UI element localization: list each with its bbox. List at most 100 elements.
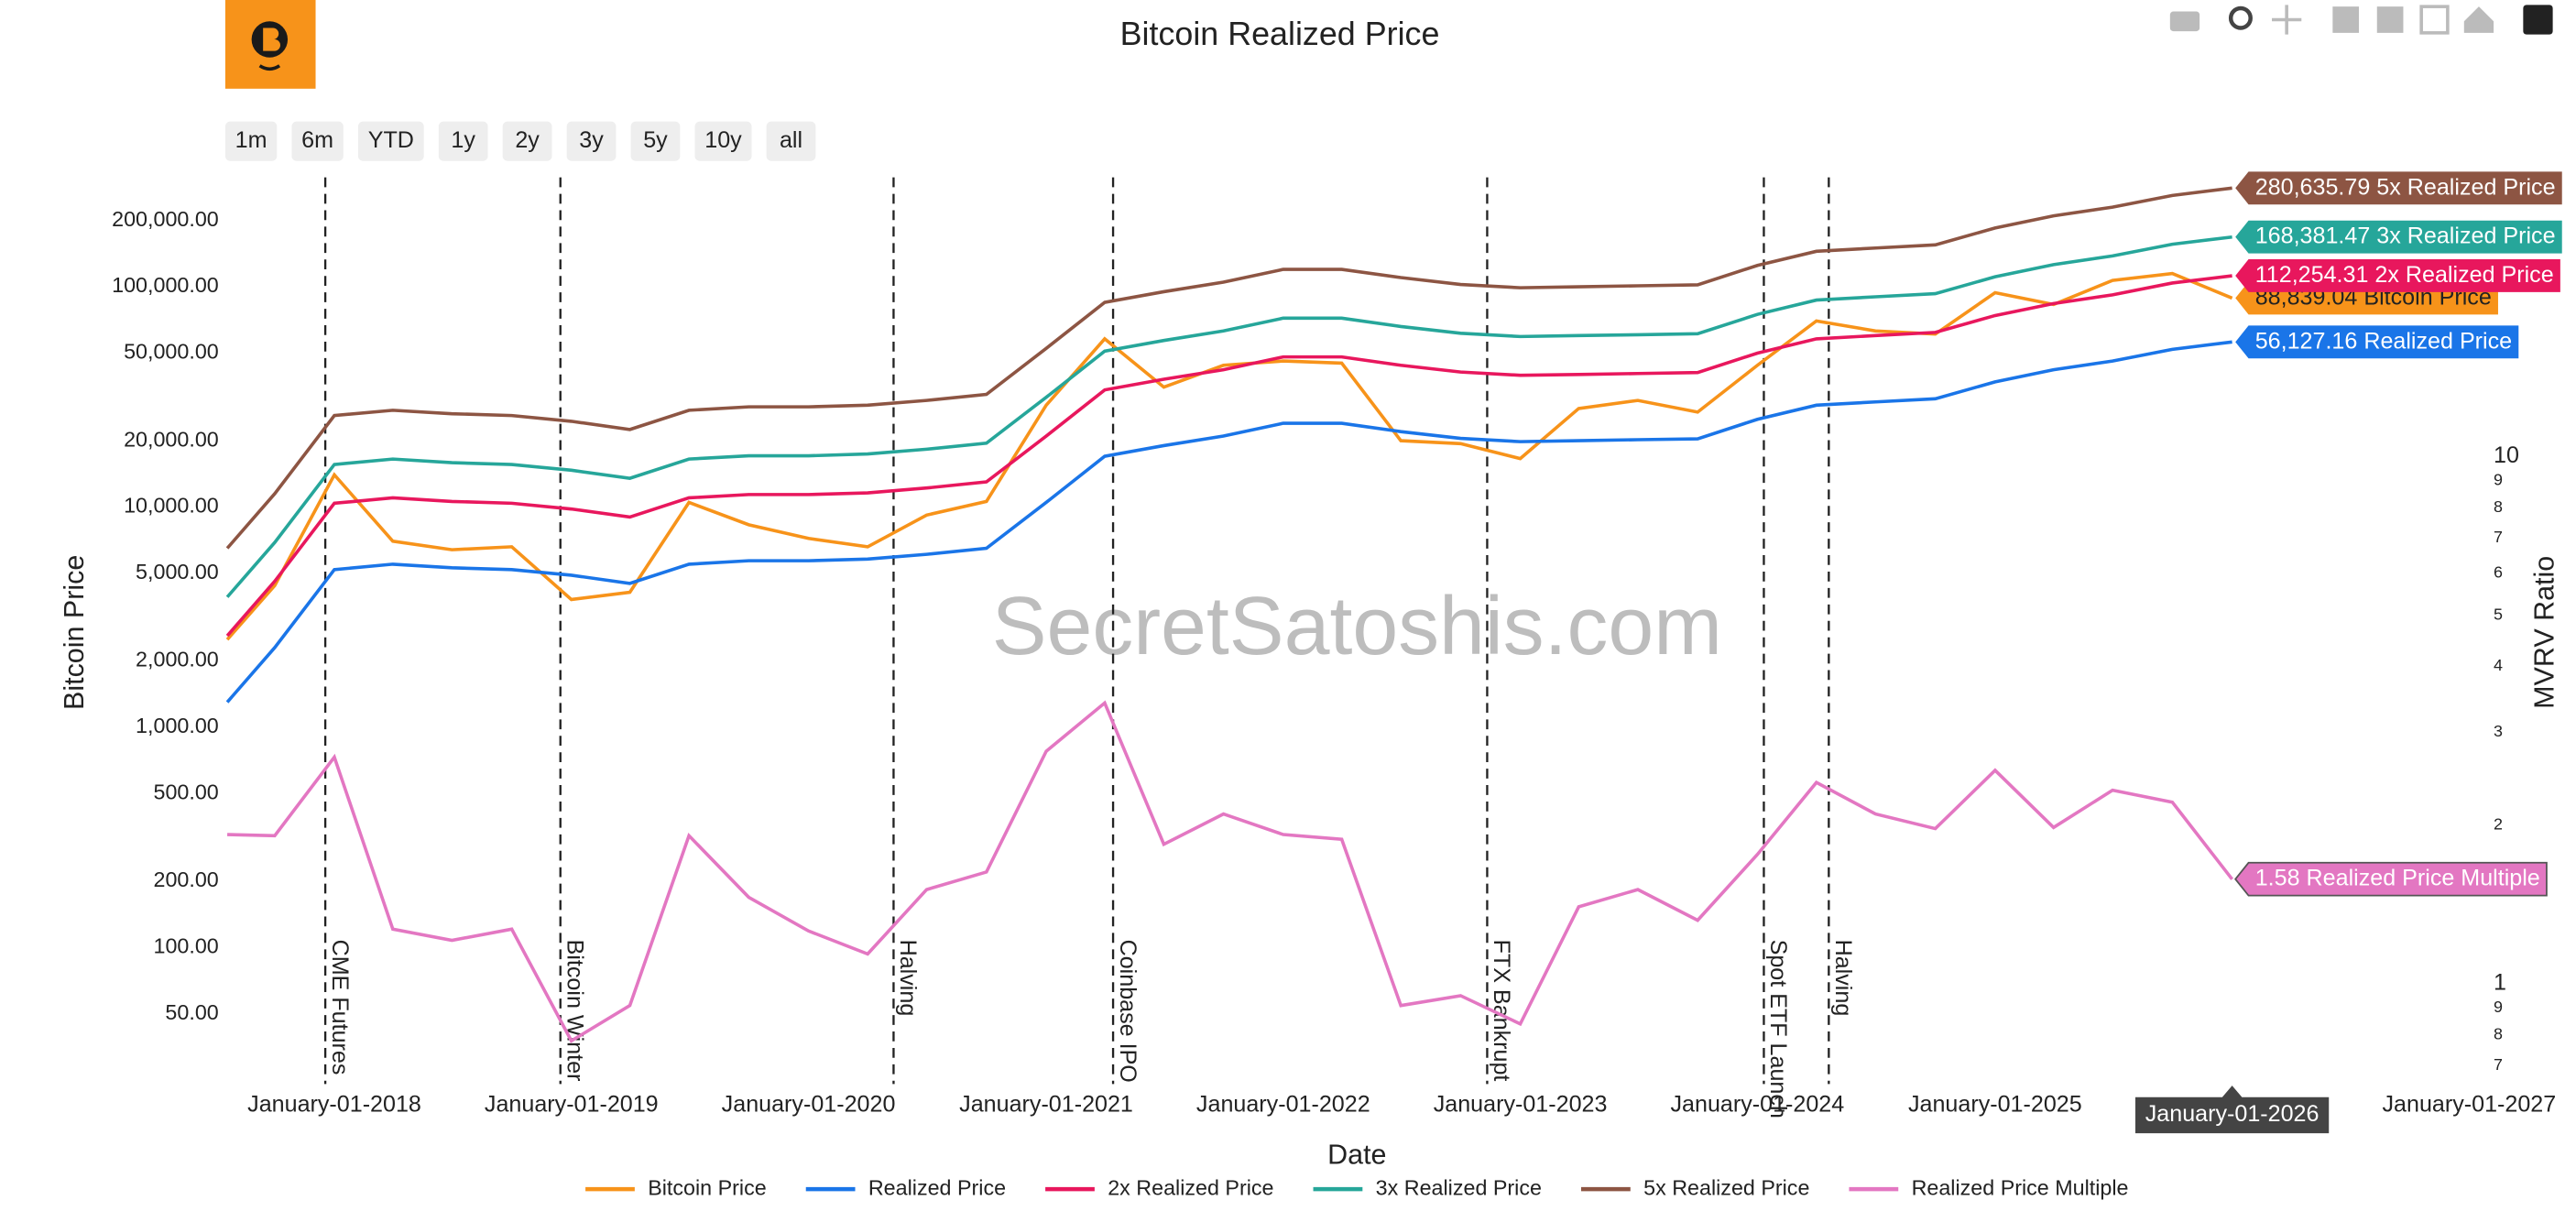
y-tick-label: 50.00 — [165, 1000, 218, 1024]
y2-tick-label: 3 — [2494, 722, 2503, 740]
y-tick-label: 1,000.00 — [136, 714, 219, 737]
y-tick-label: 200.00 — [153, 867, 218, 891]
legend-label: 5x Realized Price — [1643, 1175, 1809, 1199]
series-line — [225, 186, 2232, 550]
end-label-value: 56,127.16 — [2255, 328, 2358, 354]
y-tick-label: 50,000.00 — [124, 340, 219, 364]
hover-label-bg — [2134, 1086, 2330, 1134]
range-button-label: YTD — [368, 127, 414, 153]
end-label: 1.58 Realized Price Multiple — [2234, 861, 2548, 897]
range-button[interactable]: 10y — [694, 121, 752, 161]
hover-label: January-01-2026 — [2134, 1086, 2330, 1134]
range-button[interactable]: 2y — [502, 121, 552, 161]
x-tick-label: January-01-2020 — [722, 1091, 896, 1117]
end-label: 168,381.47 3x Realized Price — [2235, 220, 2562, 254]
hover-label-text: January-01-2026 — [2145, 1101, 2319, 1127]
range-button[interactable]: 1m — [224, 121, 278, 161]
range-button-label: 2y — [515, 127, 540, 153]
legend-label: Realized Price — [868, 1175, 1006, 1199]
end-label-value: 280,635.79 — [2255, 174, 2371, 200]
home-icon[interactable] — [2463, 6, 2494, 33]
range-button-label: 6m — [301, 127, 333, 153]
legend-label: 2x Realized Price — [1108, 1175, 1273, 1199]
x-tick-label: January-01-2021 — [959, 1091, 1133, 1117]
range-button-label: 10y — [704, 127, 742, 153]
y2-tick-label: 5 — [2494, 605, 2503, 623]
event-label: Bitcoin Winter — [562, 940, 587, 1082]
range-button[interactable]: 6m — [291, 121, 344, 161]
y-tick-label: 10,000.00 — [124, 494, 219, 518]
logo-glyph — [263, 27, 280, 51]
x-tick-label: January-01-2024 — [1670, 1091, 1844, 1117]
range-button-bg — [694, 121, 752, 161]
camera-icon[interactable] — [2169, 11, 2200, 32]
range-button[interactable]: YTD — [357, 121, 424, 161]
range-button[interactable]: 1y — [438, 121, 488, 161]
y-tick-label: 2,000.00 — [136, 648, 219, 671]
y2-tick-label: 9 — [2494, 998, 2503, 1016]
end-label-name: 5x Realized Price — [2376, 174, 2555, 200]
end-label-name: 3x Realized Price — [2376, 223, 2555, 248]
end-label-text: 280,635.79 5x Realized Price — [2255, 174, 2556, 200]
zoom-in-icon[interactable] — [2332, 6, 2360, 33]
range-button[interactable]: 5y — [630, 121, 681, 161]
watermark: SecretSatoshis.com — [992, 580, 1722, 671]
y2-tick-label: 7 — [2494, 1055, 2503, 1074]
legend: Bitcoin Price Realized Price 2x Realized P… — [585, 1175, 2129, 1199]
plotly-icon[interactable] — [2523, 5, 2553, 35]
series-line — [225, 340, 2232, 704]
y-tick-label: 100.00 — [153, 934, 218, 958]
end-label-bg — [2235, 220, 2562, 254]
x-tick-label: January-01-2023 — [1434, 1091, 1608, 1117]
event-label: Halving — [895, 940, 921, 1017]
range-button-label: 1y — [451, 127, 475, 153]
autoscale-icon[interactable] — [2419, 5, 2450, 35]
range-button-bg — [502, 121, 552, 161]
legend-label: Bitcoin Price — [648, 1175, 766, 1199]
end-label: 280,635.79 5x Realized Price — [2235, 171, 2562, 205]
end-label-text: 56,127.16 Realized Price — [2255, 328, 2512, 354]
y-tick-label: 100,000.00 — [112, 273, 219, 297]
range-button-label: 5y — [643, 127, 668, 153]
range-button-bg — [566, 121, 617, 161]
end-label-value: 168,381.47 — [2255, 223, 2371, 248]
y2-tick-label: 10 — [2494, 442, 2519, 468]
event-label: Coinbase IPO — [1115, 940, 1141, 1083]
range-button-bg — [630, 121, 681, 161]
zoom-icon[interactable] — [2228, 5, 2253, 30]
range-button-bg — [291, 121, 344, 161]
zoom-out-icon[interactable] — [2376, 6, 2404, 33]
y-tick-label: 20,000.00 — [124, 427, 219, 451]
end-label-name: Realized Price Multiple — [2307, 865, 2540, 890]
x-tick-label: January-01-2027 — [2383, 1091, 2557, 1117]
legend-label: 3x Realized Price — [1376, 1175, 1542, 1199]
pan-icon[interactable] — [2272, 5, 2302, 35]
range-button[interactable]: 3y — [566, 121, 617, 161]
end-label-text: 1.58 Realized Price Multiple — [2255, 865, 2540, 890]
x-tick-label: January-01-2022 — [1196, 1091, 1370, 1117]
end-label-bg — [2234, 861, 2548, 897]
range-button-bg — [438, 121, 488, 161]
end-label: 112,254.31 2x Realized Price — [2235, 259, 2560, 292]
end-label-value: 112,254.31 — [2255, 262, 2369, 288]
range-button-label: 1m — [235, 127, 267, 153]
y-tick-label: 5,000.00 — [136, 560, 219, 584]
y2-tick-label: 9 — [2494, 470, 2503, 488]
end-label-text: 112,254.31 2x Realized Price — [2255, 262, 2554, 288]
end-label-bg — [2235, 259, 2560, 292]
range-button-bg — [224, 121, 278, 161]
end-label-bg — [2235, 325, 2519, 359]
end-label-value: 1.58 — [2255, 865, 2300, 890]
end-label-text: 168,381.47 3x Realized Price — [2255, 223, 2556, 248]
y-tick-label: 200,000.00 — [112, 207, 219, 231]
series-line — [225, 274, 2232, 638]
series-line — [225, 235, 2232, 598]
event-label: CME Futures — [327, 940, 353, 1075]
end-label-name: 2x Realized Price — [2374, 262, 2553, 288]
series-line — [227, 700, 2234, 1043]
x-axis-title: Date — [1327, 1139, 1386, 1170]
series-line — [225, 271, 2233, 641]
range-button[interactable]: all — [766, 121, 816, 161]
